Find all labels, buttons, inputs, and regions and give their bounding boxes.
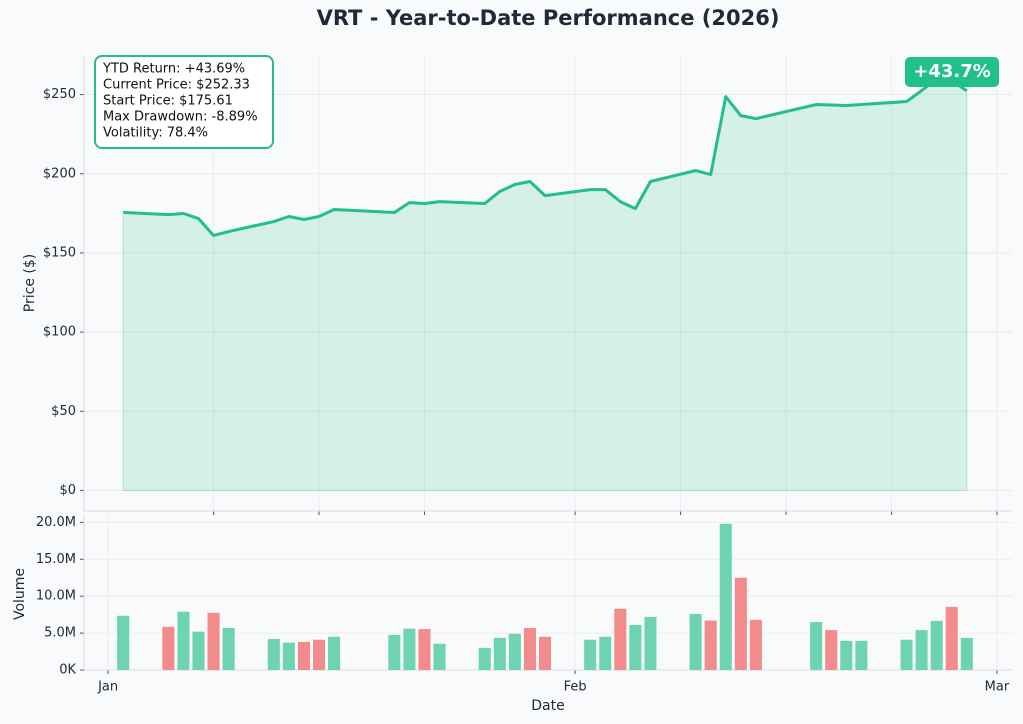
y-tick-label: $50 <box>51 404 76 419</box>
volume-bar <box>538 636 552 670</box>
volume-bar <box>584 639 597 670</box>
y-tick-label: $0 <box>59 483 76 498</box>
volume-bar <box>493 637 506 670</box>
volume-bar <box>523 627 536 670</box>
volume-bar <box>478 647 491 670</box>
x-tick-label: Feb <box>564 680 587 695</box>
y-tick-label: $100 <box>43 325 76 340</box>
volume-bar <box>960 637 973 670</box>
volume-bar <box>825 630 838 670</box>
annotation-text: Max Drawdown: -8.89% <box>103 110 258 125</box>
y-tick-label: 0K <box>59 663 76 678</box>
volume-bar <box>192 631 205 670</box>
x-tick-label: Jan <box>97 680 118 695</box>
annotation-text: Volatility: 78.4% <box>103 126 208 141</box>
volume-bar <box>418 629 431 670</box>
volume-bar <box>267 639 280 670</box>
volume-bar <box>810 622 823 670</box>
volume-bar <box>388 634 401 670</box>
volume-bar <box>915 630 928 670</box>
volume-bar <box>282 642 295 670</box>
annotation-box <box>94 55 274 149</box>
y-tick-label: 5.0M <box>44 626 76 641</box>
x-axis-label: Date <box>531 698 564 714</box>
y-tick-label: 10.0M <box>36 589 76 604</box>
volume-bar <box>840 640 853 670</box>
volume-bar <box>945 606 958 670</box>
volume-bar <box>222 627 235 670</box>
volume-bar <box>403 628 416 670</box>
volume-bar <box>704 620 717 670</box>
volume-bar <box>297 641 310 670</box>
volume-bar <box>177 611 190 670</box>
y-axis-label: Price ($) <box>22 254 38 312</box>
badge <box>905 57 999 87</box>
volume-bar <box>734 577 747 670</box>
volume-bar <box>749 619 762 670</box>
y-tick-label: $150 <box>43 245 76 260</box>
annotation-text: YTD Return: +43.69% <box>102 62 245 77</box>
x-tick-label: Mar <box>985 680 1010 695</box>
volume-bar <box>614 608 627 670</box>
volume-bar <box>433 643 446 670</box>
volume-bar <box>162 626 175 670</box>
volume-bar <box>599 636 612 670</box>
volume-bar <box>644 616 657 670</box>
y-tick-label: 15.0M <box>36 552 76 567</box>
annotation-text: Start Price: $175.61 <box>103 94 233 109</box>
y-tick-label: 20.0M <box>36 515 76 530</box>
chart-title: VRT - Year-to-Date Performance (2026) <box>317 6 780 30</box>
price-line <box>123 77 968 237</box>
y-axis-label: Volume <box>12 568 28 620</box>
volume-bar <box>508 633 521 670</box>
volume-bar <box>629 624 642 670</box>
badge-text: +43.7% <box>913 61 991 82</box>
volume-bar <box>689 613 702 670</box>
volume-bar <box>117 615 130 670</box>
volume-bar <box>719 523 732 670</box>
volume-bar <box>207 612 220 670</box>
annotation-text: Current Price: $252.33 <box>103 78 250 93</box>
y-tick-label: $250 <box>43 87 76 102</box>
volume-bar <box>312 639 326 670</box>
volume-bar <box>855 640 868 670</box>
volume-bar <box>930 620 943 670</box>
y-tick-label: $200 <box>43 166 76 181</box>
volume-bar <box>900 639 913 670</box>
volume-bar <box>328 636 341 670</box>
